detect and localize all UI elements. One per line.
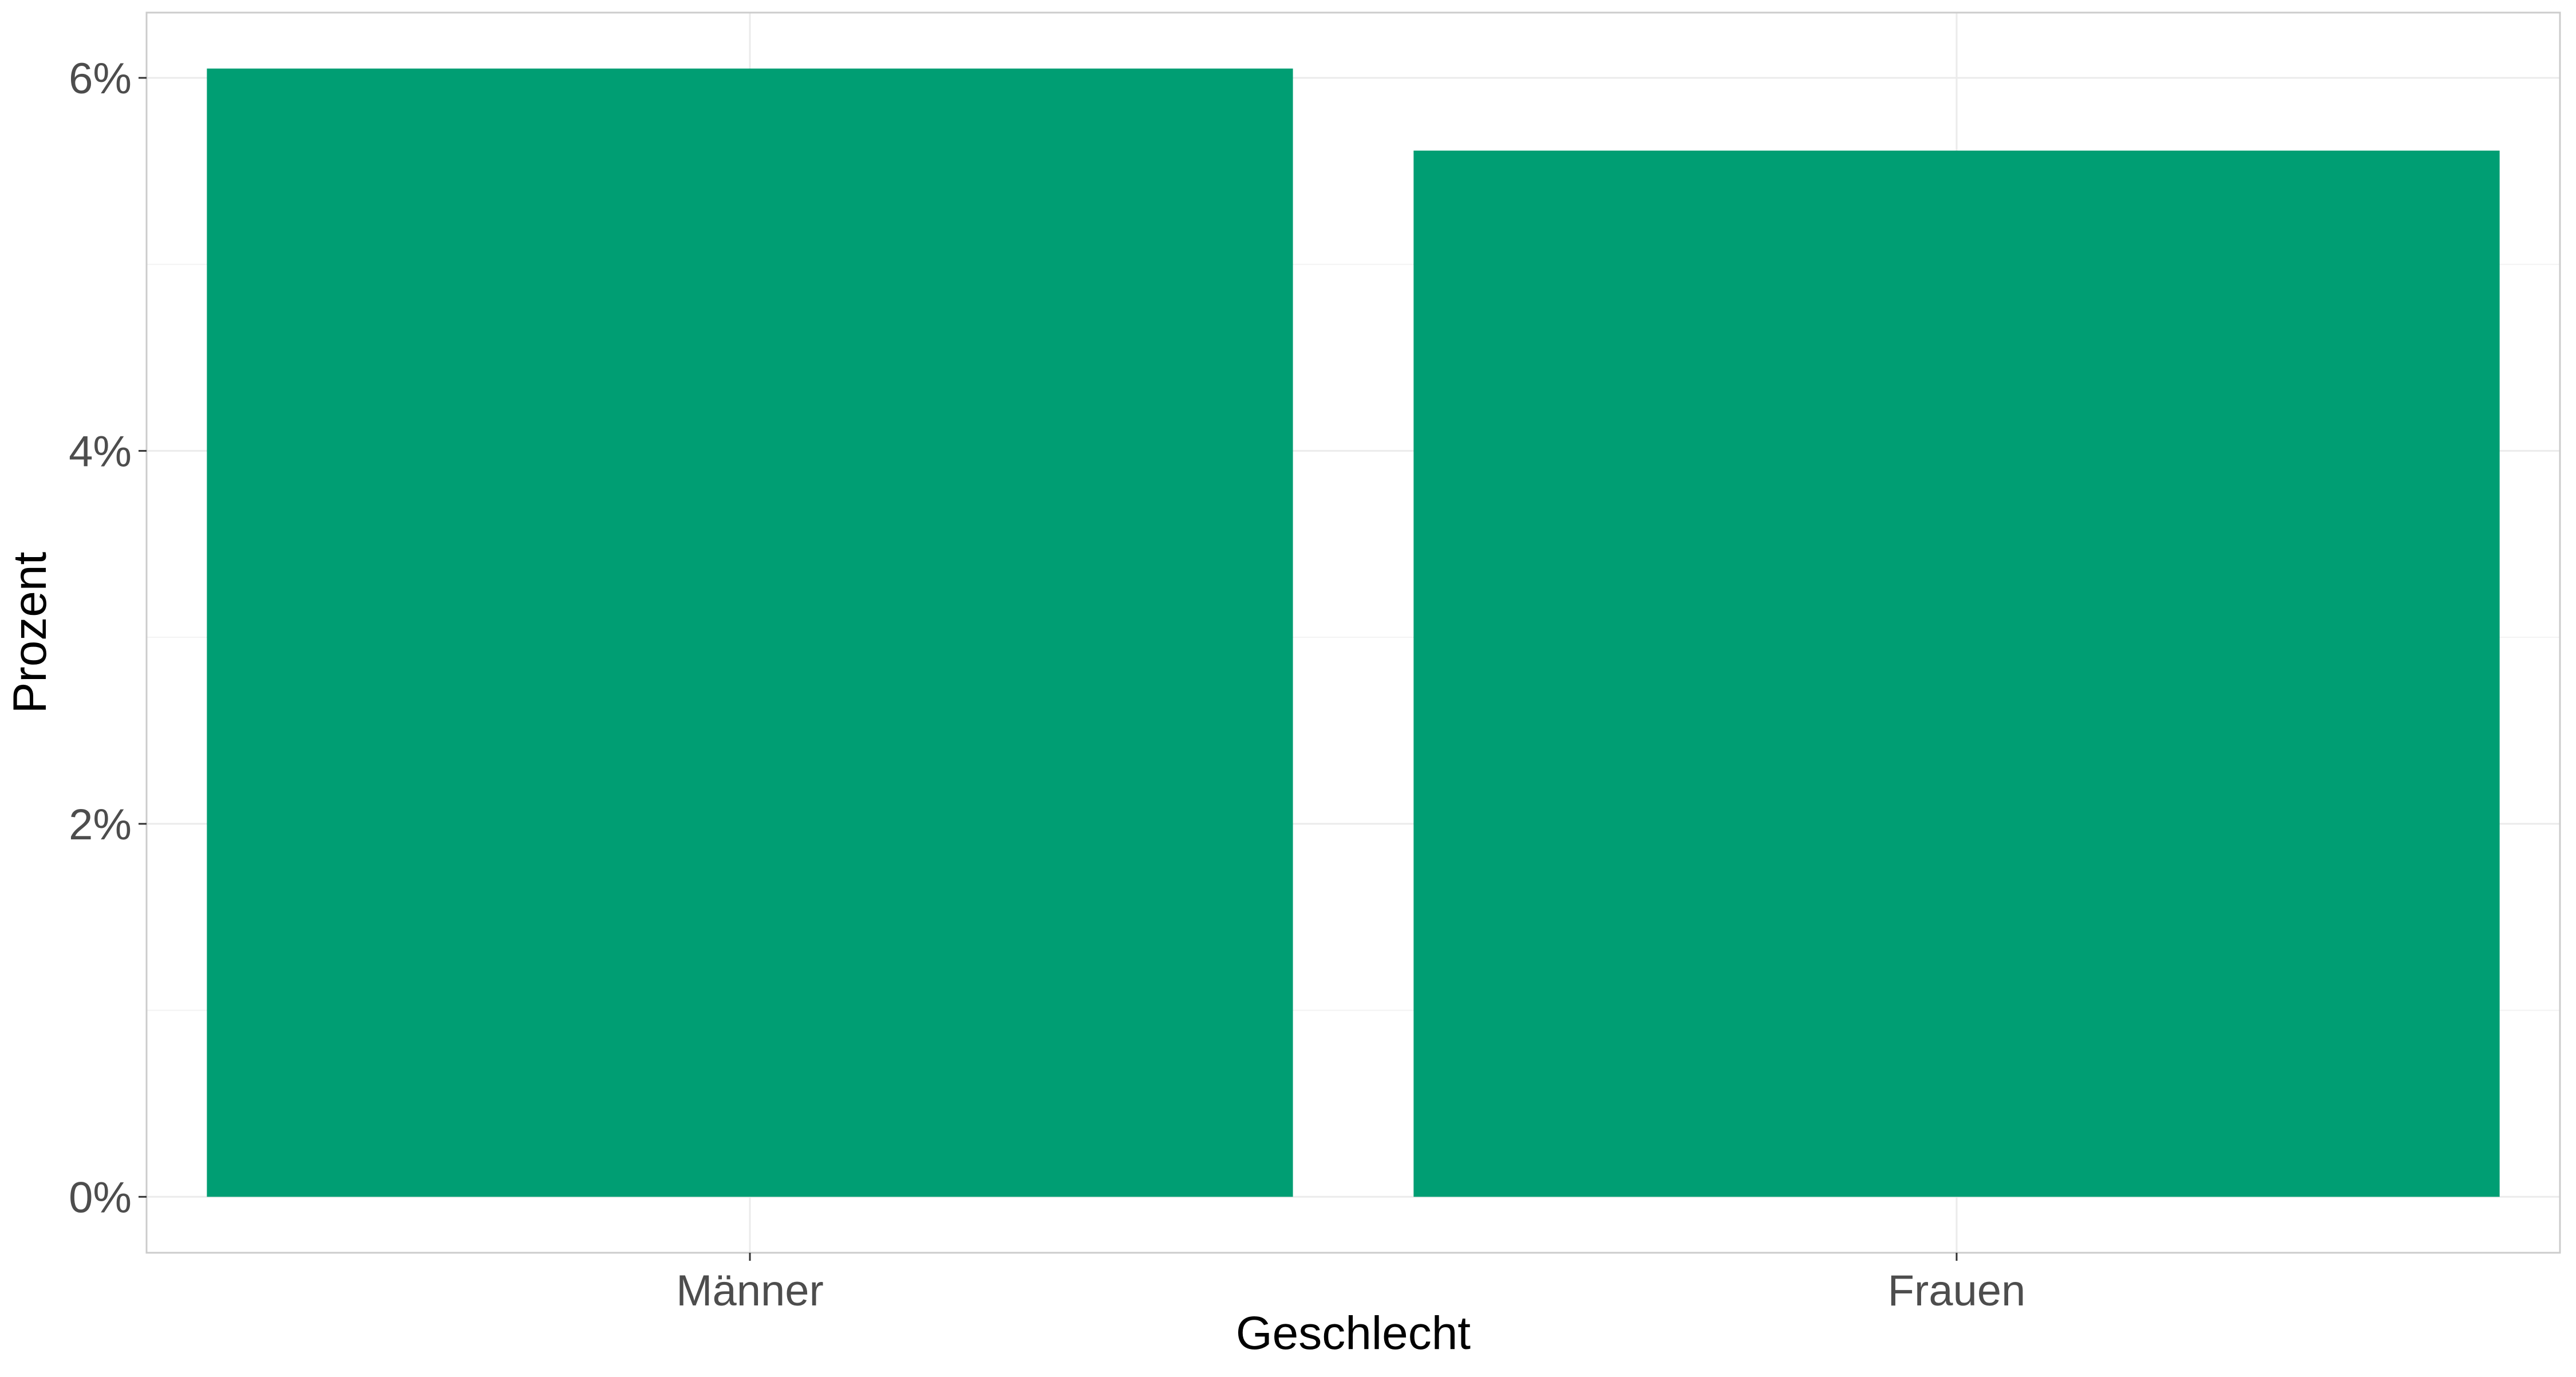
panel-border <box>145 11 2561 1254</box>
y-tick-label: 4% <box>69 427 132 476</box>
x-axis-ticks: Männer Frauen <box>676 1253 2025 1315</box>
x-axis-title: Geschlecht <box>1236 1307 1471 1359</box>
bar-männer <box>207 68 1293 1197</box>
y-tick-label: 2% <box>69 800 132 849</box>
y-axis-title: Prozent <box>4 551 56 713</box>
y-tick-label: 0% <box>69 1173 132 1222</box>
y-axis-ticks: 0% 2% 4% 6% <box>69 54 147 1222</box>
bars <box>207 68 2500 1197</box>
bar-frauen <box>1413 151 2500 1197</box>
x-tick-label: Frauen <box>1888 1266 2026 1315</box>
y-tick-label: 6% <box>69 54 132 103</box>
x-tick-label: Männer <box>676 1266 824 1315</box>
